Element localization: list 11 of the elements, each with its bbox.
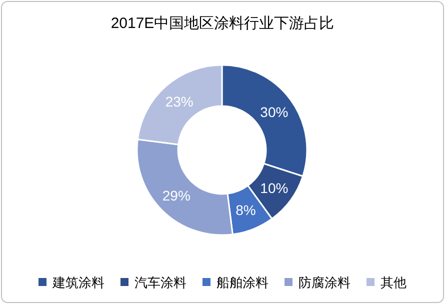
legend-label: 船舶涂料	[216, 275, 268, 290]
legend-label: 建筑涂料	[52, 275, 104, 290]
data-label: 29%	[162, 188, 190, 204]
chart-title: 2017E中国地区涂料行业下游占比	[110, 15, 334, 32]
legend-label: 汽车涂料	[134, 275, 186, 290]
legend-label: 其他	[380, 275, 406, 290]
legend-label: 防腐涂料	[298, 275, 350, 290]
data-label: 10%	[260, 180, 288, 196]
data-label: 23%	[165, 94, 194, 110]
data-label: 8%	[236, 202, 256, 218]
data-label: 30%	[260, 104, 288, 120]
